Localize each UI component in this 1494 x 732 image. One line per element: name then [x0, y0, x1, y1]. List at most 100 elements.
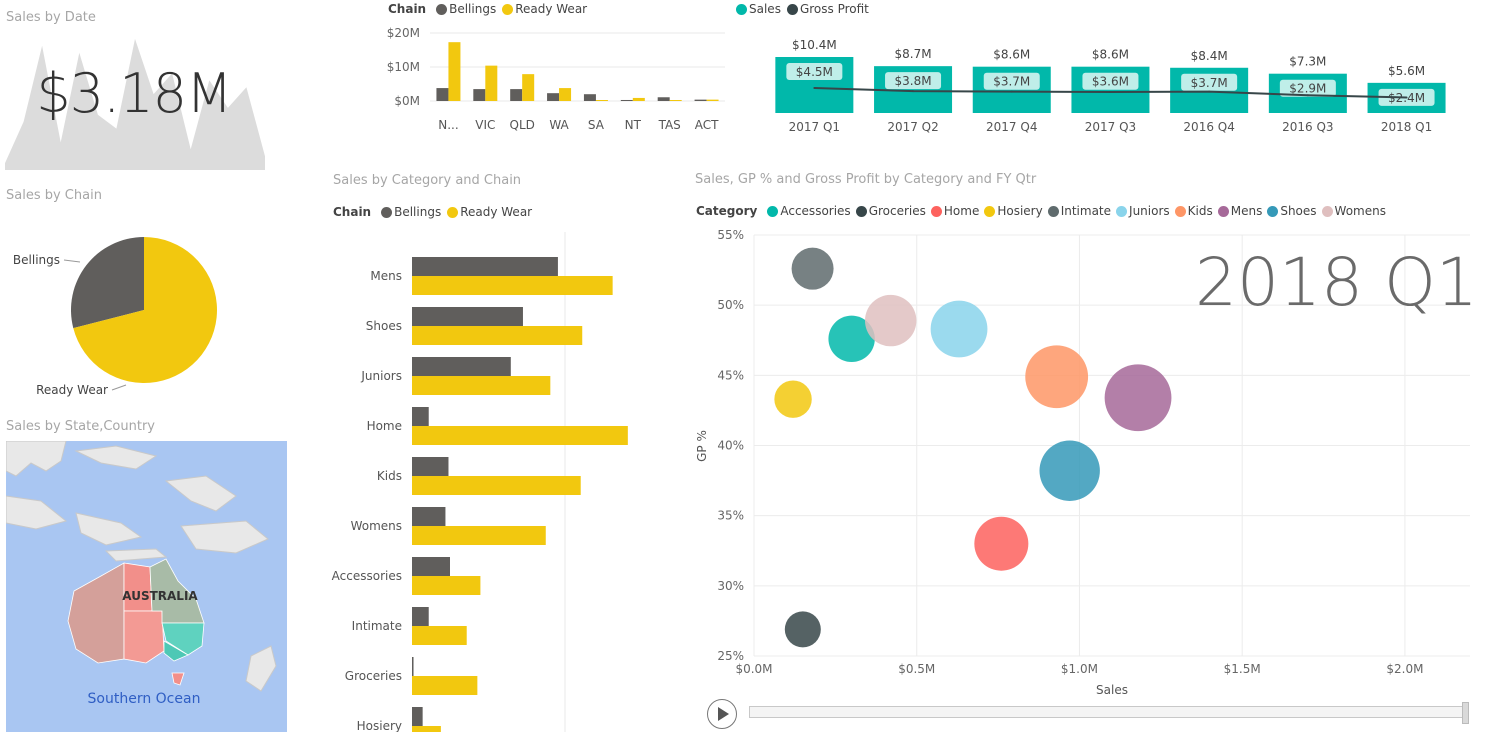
bar-bellings[interactable]: [412, 357, 511, 376]
legend-label-kids[interactable]: Kids: [1187, 204, 1213, 218]
bar-bellings[interactable]: [547, 93, 560, 101]
bubble-intimate[interactable]: [791, 247, 834, 290]
bar-ready-wear[interactable]: [669, 100, 682, 101]
bubble-kids[interactable]: [1025, 345, 1089, 409]
bar-bellings[interactable]: [583, 94, 596, 101]
bar-ready-wear[interactable]: [412, 376, 551, 395]
bar-bellings[interactable]: [412, 557, 450, 576]
play-axis-handle[interactable]: [1462, 702, 1469, 724]
y-tick-label: 45%: [717, 368, 744, 382]
pie-slice-ready-wear[interactable]: [73, 237, 217, 383]
x-axis-title: Sales: [1096, 683, 1128, 697]
state-sa-region[interactable]: [123, 610, 165, 664]
pie-slice-bellings[interactable]: [71, 237, 144, 329]
scatter-chart[interactable]: 25% 30% 35% 40% 45% 50% 55% $0.0M $0.5M $1.0M $1.5…: [690, 222, 1490, 702]
legend-dot-womens: [1321, 205, 1333, 217]
quarterly-sales-gp-chart[interactable]: $10.4M $4.5M 2017 Q1 $8.7M $3.8M 2017 Q2 $8.6M…: [760, 20, 1460, 145]
bar-ready-wear[interactable]: [412, 676, 478, 695]
legend-label-hosiery[interactable]: Hosiery: [997, 204, 1043, 218]
gp-label-box: [1279, 79, 1336, 97]
bar-bellings[interactable]: [620, 99, 633, 101]
bar-ready-wear[interactable]: [412, 476, 581, 495]
state-vic-region[interactable]: [163, 640, 189, 662]
legend-label-ready-wear[interactable]: Ready Wear: [515, 2, 588, 16]
legend-dot-shoes: [1267, 205, 1279, 217]
bar-ready-wear[interactable]: [595, 100, 608, 101]
bar-bellings[interactable]: [473, 89, 486, 101]
bar-bellings[interactable]: [412, 407, 429, 426]
legend-label-shoes[interactable]: Shoes: [1280, 204, 1317, 218]
bar-bellings[interactable]: [412, 457, 449, 476]
y-tick-label: $0M: [394, 94, 420, 108]
bar-bellings[interactable]: [412, 307, 523, 326]
gross-profit-point[interactable]: [1109, 91, 1112, 94]
bar-bellings[interactable]: [412, 507, 446, 526]
gross-profit-point[interactable]: [1010, 90, 1013, 93]
legend-label-juniors[interactable]: Juniors: [1129, 204, 1170, 218]
legend-label-ready-wear[interactable]: Ready Wear: [460, 205, 533, 219]
bubble-mens[interactable]: [1104, 364, 1172, 432]
bubble-accessories[interactable]: [828, 315, 875, 363]
bar-ready-wear[interactable]: [412, 326, 583, 345]
x-tick-label: N...: [438, 118, 458, 132]
bar-ready-wear[interactable]: [412, 626, 467, 645]
gross-profit-point[interactable]: [813, 87, 816, 89]
state-nt-region[interactable]: [123, 562, 153, 612]
play-icon[interactable]: [707, 699, 737, 729]
bar-bellings[interactable]: [657, 97, 670, 101]
bar-ready-wear[interactable]: [632, 97, 645, 101]
bar-ready-wear[interactable]: [412, 526, 546, 545]
legend-label-bellings[interactable]: Bellings: [394, 205, 442, 219]
bar-ready-wear[interactable]: [448, 42, 461, 101]
map-title: Sales by State,Country: [6, 419, 155, 434]
gross-profit-point[interactable]: [1405, 96, 1408, 99]
play-axis-slider[interactable]: [749, 702, 1469, 724]
legend-label-accessories[interactable]: Accessories: [780, 204, 851, 218]
bar-ready-wear[interactable]: [412, 426, 628, 445]
bubble-hosiery[interactable]: [774, 380, 812, 418]
legend-label-gross-profit[interactable]: Gross Profit: [799, 2, 869, 16]
bar-ready-wear[interactable]: [412, 576, 481, 595]
pie-label-ready-wear: Ready Wear: [36, 383, 108, 397]
gross-profit-point[interactable]: [912, 90, 915, 93]
legend-label-bellings[interactable]: Bellings: [449, 2, 497, 16]
bubble-groceries[interactable]: [784, 611, 821, 648]
sales-by-chain-pie[interactable]: Bellings Ready Wear: [0, 205, 300, 415]
bubble-juniors[interactable]: [930, 300, 988, 358]
bubble-womens[interactable]: [864, 294, 917, 347]
sales-map[interactable]: AUSTRALIA Southern Ocean: [6, 441, 287, 732]
bar-ready-wear[interactable]: [412, 726, 441, 732]
sales-by-date-title: Sales by Date: [6, 10, 96, 25]
bubble-shoes[interactable]: [1039, 440, 1100, 501]
sales-by-state-chain-chart[interactable]: $0M $10M $20M N... VIC QLD WA SA NT TAS ACT: [380, 20, 730, 145]
bar-bellings[interactable]: [510, 89, 523, 101]
sales-by-date-area-chart[interactable]: [0, 28, 270, 172]
bar-bellings[interactable]: [412, 657, 414, 676]
bar-bellings[interactable]: [412, 257, 558, 276]
bar-ready-wear[interactable]: [706, 99, 719, 101]
x-tick-label: 2017 Q2: [887, 120, 938, 134]
category-chain-bar-chart[interactable]: Mens Shoes Juniors Home Kids Womens Accessorie…: [330, 232, 670, 732]
x-tick-label: 2018 Q1: [1381, 120, 1432, 134]
legend-label-home[interactable]: Home: [943, 204, 980, 218]
state-nsw-region[interactable]: [161, 622, 205, 656]
legend-label-sales[interactable]: Sales: [749, 2, 781, 16]
sales-date-area[interactable]: [5, 38, 265, 171]
legend-label-groceries[interactable]: Groceries: [868, 204, 926, 218]
state-wa-region[interactable]: [67, 562, 125, 664]
bar-ready-wear[interactable]: [485, 65, 498, 101]
bar-ready-wear[interactable]: [412, 276, 613, 295]
legend-label-intimate[interactable]: Intimate: [1060, 204, 1112, 218]
bar-bellings[interactable]: [412, 707, 423, 726]
gross-profit-point[interactable]: [1208, 90, 1211, 93]
legend-label-womens[interactable]: Womens: [1334, 204, 1386, 218]
bar-bellings[interactable]: [436, 88, 449, 101]
bar-ready-wear[interactable]: [559, 88, 572, 101]
bar-bellings[interactable]: [694, 99, 707, 101]
legend-label-mens[interactable]: Mens: [1230, 204, 1263, 218]
state-tas-region[interactable]: [171, 672, 185, 686]
bar-ready-wear[interactable]: [522, 74, 535, 101]
bar-bellings[interactable]: [412, 607, 429, 626]
bubble-home[interactable]: [974, 516, 1029, 571]
gross-profit-point[interactable]: [1306, 94, 1309, 97]
